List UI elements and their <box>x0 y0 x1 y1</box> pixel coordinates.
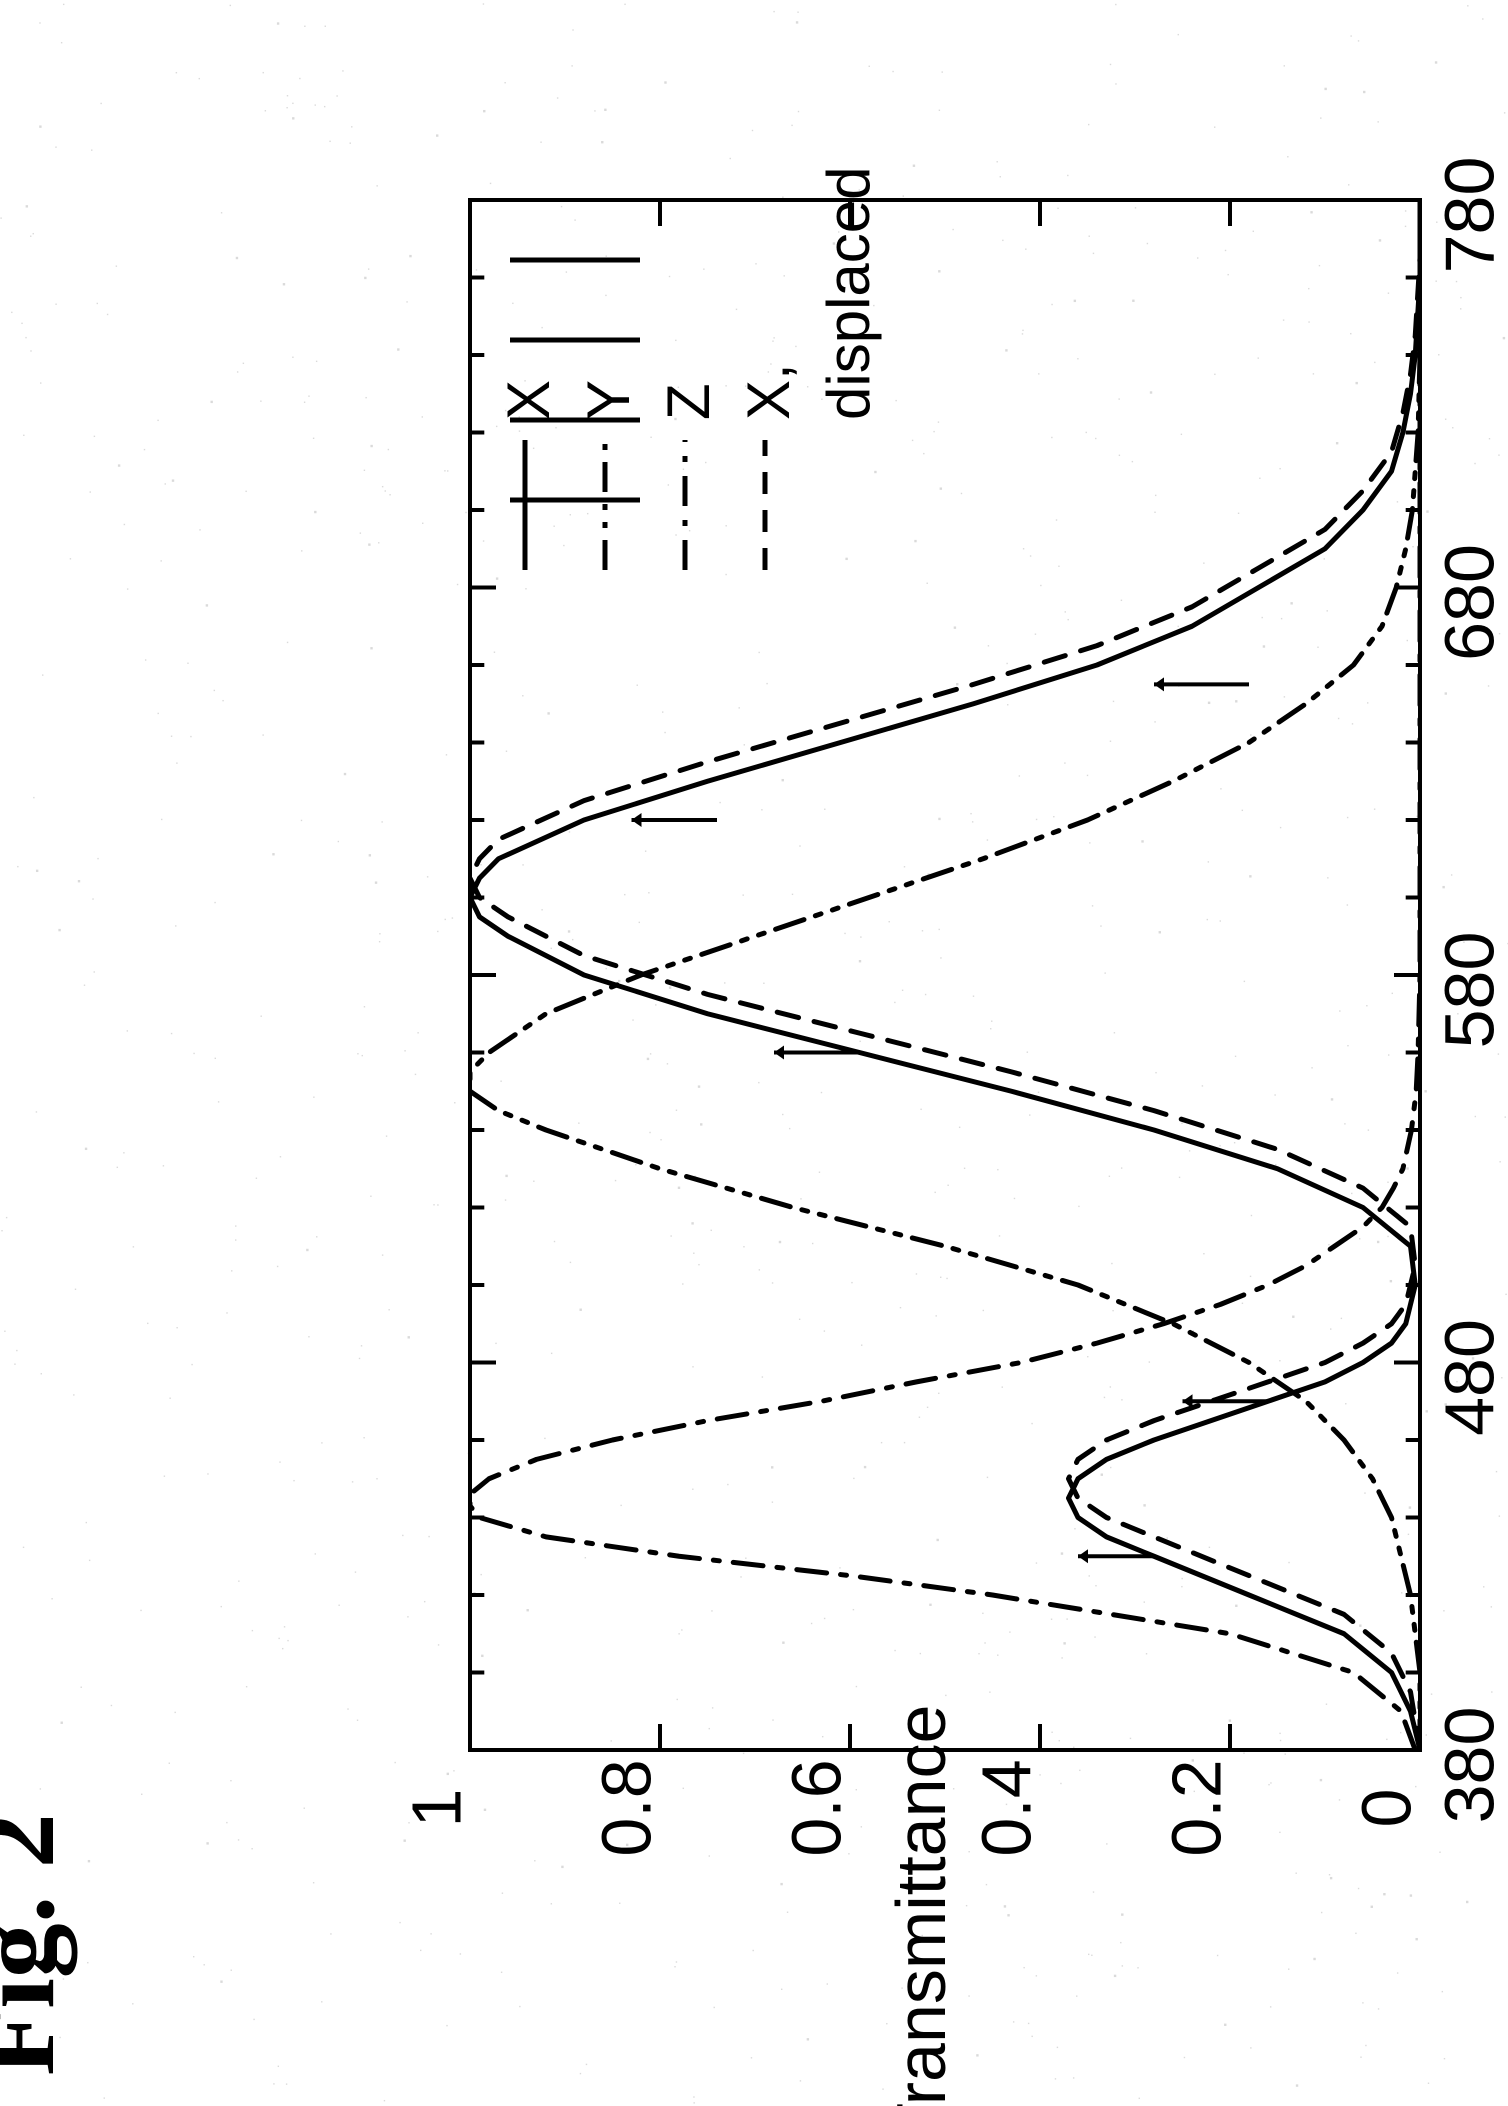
svg-text:580: 580 <box>1430 932 1508 1049</box>
svg-text:0.8: 0.8 <box>587 1759 665 1856</box>
legend-label-3: X, <box>735 363 802 420</box>
figure-container: 38048058068078000.20.40.60.81Wavelength … <box>0 0 1508 2106</box>
svg-text:0.6: 0.6 <box>777 1759 855 1856</box>
svg-text:780: 780 <box>1430 157 1508 274</box>
svg-text:1: 1 <box>397 1789 475 1828</box>
figure-caption: Fig. 2 <box>0 1813 80 2076</box>
y-axis-label: Transmittance <box>882 1705 960 2106</box>
legend-label-0: X <box>495 380 562 420</box>
svg-text:0.2: 0.2 <box>1157 1759 1235 1856</box>
svg-text:680: 680 <box>1430 544 1508 661</box>
svg-text:380: 380 <box>1430 1707 1508 1824</box>
legend-label-4: displaced <box>815 166 882 420</box>
legend-label-2: Z <box>655 383 722 420</box>
transmittance-chart: 38048058068078000.20.40.60.81Wavelength … <box>0 0 1508 2106</box>
svg-text:480: 480 <box>1430 1319 1508 1436</box>
svg-text:0: 0 <box>1347 1789 1425 1828</box>
svg-text:0.4: 0.4 <box>967 1759 1045 1856</box>
legend-label-1: Y <box>575 380 642 420</box>
